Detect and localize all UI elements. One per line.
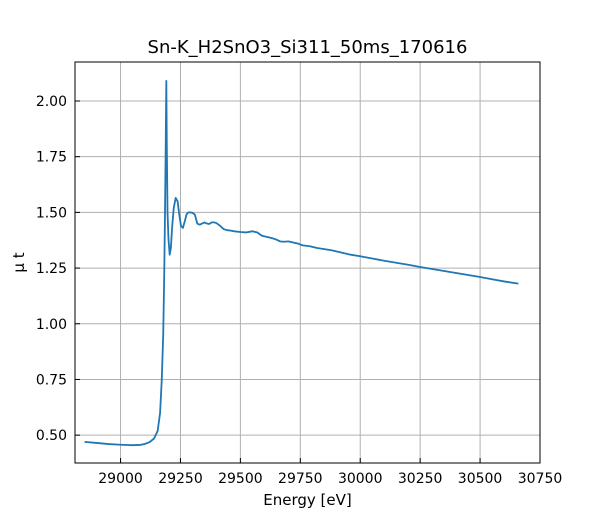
x-tick-label: 30000 bbox=[338, 471, 383, 487]
y-tick-label: 1.50 bbox=[36, 205, 67, 221]
y-tick-label: 0.75 bbox=[36, 372, 67, 388]
x-tick-label: 30500 bbox=[458, 471, 503, 487]
x-tick-label: 30750 bbox=[518, 471, 563, 487]
x-tick-label: 29000 bbox=[98, 471, 143, 487]
x-axis-label: Energy [eV] bbox=[263, 491, 351, 509]
y-tick-label: 1.00 bbox=[36, 317, 67, 333]
series-line bbox=[84, 80, 519, 447]
x-tick-label: 30250 bbox=[398, 471, 443, 487]
chart-title: Sn-K_H2SnO3_Si311_50ms_170616 bbox=[148, 37, 468, 58]
x-tick-label: 29250 bbox=[158, 471, 203, 487]
y-tick-label: 2.00 bbox=[36, 94, 67, 110]
x-tick-label: 29750 bbox=[278, 471, 323, 487]
plot-area bbox=[84, 80, 519, 447]
y-tick-label: 1.25 bbox=[36, 261, 67, 277]
plot-frame bbox=[74, 61, 541, 464]
ticks: 29000 29250 29500 29750 30000 30250 30500 30750… bbox=[36, 94, 562, 487]
y-axis-label: μ t bbox=[10, 252, 28, 272]
y-tick-label: 1.75 bbox=[36, 150, 67, 166]
y-tick-label: 0.50 bbox=[36, 428, 67, 444]
x-tick-label: 29500 bbox=[218, 471, 263, 487]
